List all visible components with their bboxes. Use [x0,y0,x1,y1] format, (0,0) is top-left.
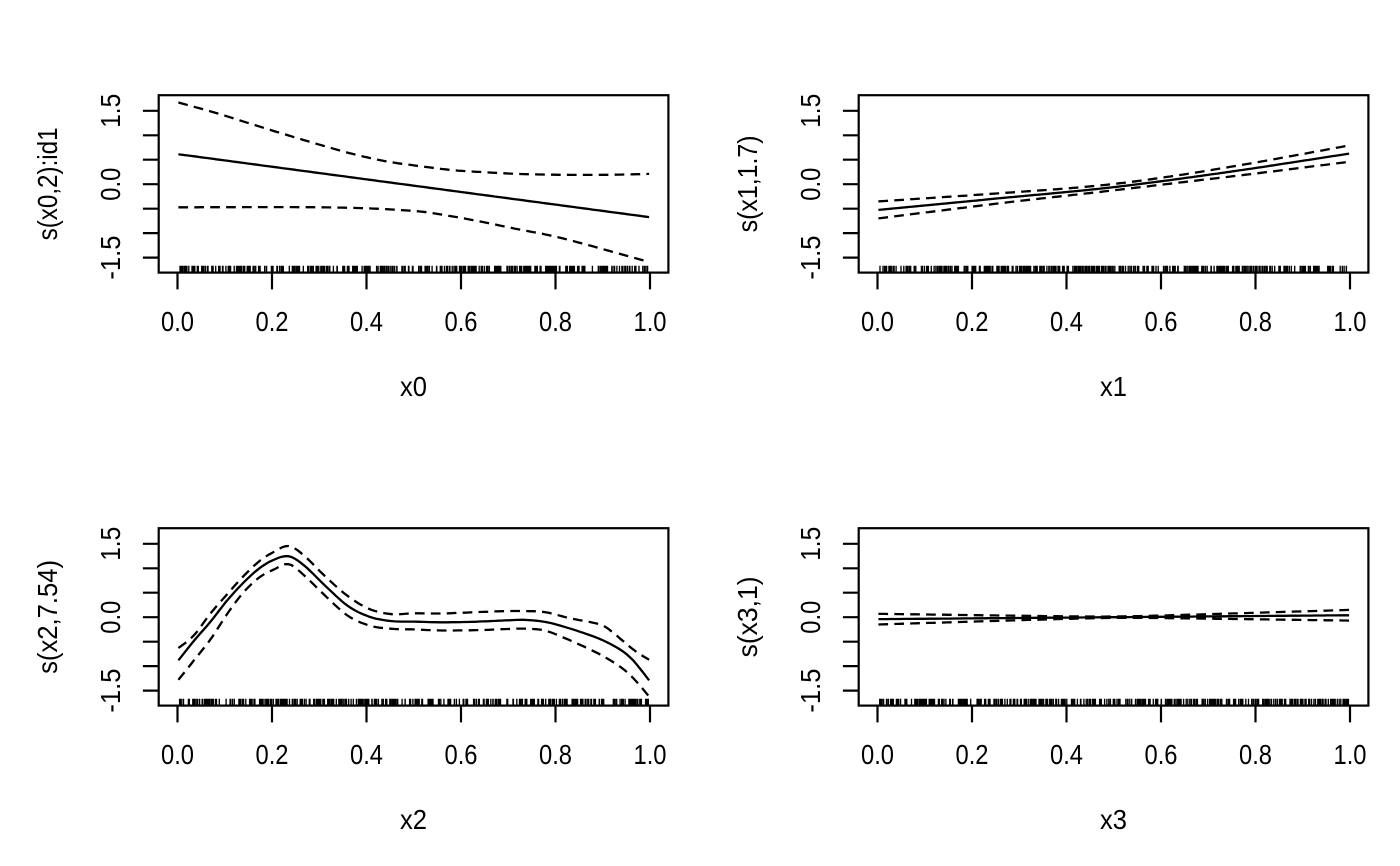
svg-text:1.0: 1.0 [1334,306,1367,337]
svg-text:x1: x1 [1100,371,1127,402]
svg-text:0.2: 0.2 [256,739,289,770]
svg-text:0.8: 0.8 [1239,306,1272,337]
svg-text:1.0: 1.0 [634,306,667,337]
svg-text:0.0: 0.0 [161,739,194,770]
svg-text:-1.5: -1.5 [95,669,126,713]
svg-text:x0: x0 [400,371,427,402]
svg-text:1.0: 1.0 [634,739,667,770]
svg-text:0.0: 0.0 [861,306,894,337]
svg-text:0.8: 0.8 [1239,739,1272,770]
svg-text:0.6: 0.6 [445,739,478,770]
svg-text:0.8: 0.8 [539,739,572,770]
svg-text:0.4: 0.4 [350,306,383,337]
svg-text:0.2: 0.2 [256,306,289,337]
svg-text:1.5: 1.5 [795,94,826,128]
svg-text:x3: x3 [1100,804,1127,835]
svg-text:0.0: 0.0 [861,739,894,770]
svg-text:-1.5: -1.5 [95,236,126,280]
svg-text:0.4: 0.4 [1050,739,1083,770]
svg-text:0.0: 0.0 [161,306,194,337]
svg-text:s(x0,2):id1: s(x0,2):id1 [32,127,63,240]
svg-text:s(x2,7.54): s(x2,7.54) [32,560,63,674]
svg-text:1.0: 1.0 [1334,739,1367,770]
svg-text:1.5: 1.5 [95,527,126,561]
svg-text:0.6: 0.6 [1145,306,1178,337]
svg-text:0.4: 0.4 [1050,306,1083,337]
svg-text:-1.5: -1.5 [795,669,826,713]
svg-text:0.2: 0.2 [956,306,989,337]
svg-text:s(x3,1): s(x3,1) [732,576,763,657]
svg-text:0.0: 0.0 [95,601,126,634]
svg-text:0.0: 0.0 [95,168,126,201]
svg-text:1.5: 1.5 [95,94,126,128]
svg-text:0.0: 0.0 [795,168,826,201]
svg-text:0.8: 0.8 [539,306,572,337]
svg-text:0.6: 0.6 [445,306,478,337]
svg-text:s(x1,1.7): s(x1,1.7) [732,135,763,232]
svg-text:1.5: 1.5 [795,527,826,561]
svg-text:0.0: 0.0 [795,601,826,634]
svg-text:0.2: 0.2 [956,739,989,770]
svg-text:0.4: 0.4 [350,739,383,770]
svg-text:-1.5: -1.5 [795,236,826,280]
svg-text:x2: x2 [400,804,427,835]
svg-text:0.6: 0.6 [1145,739,1178,770]
